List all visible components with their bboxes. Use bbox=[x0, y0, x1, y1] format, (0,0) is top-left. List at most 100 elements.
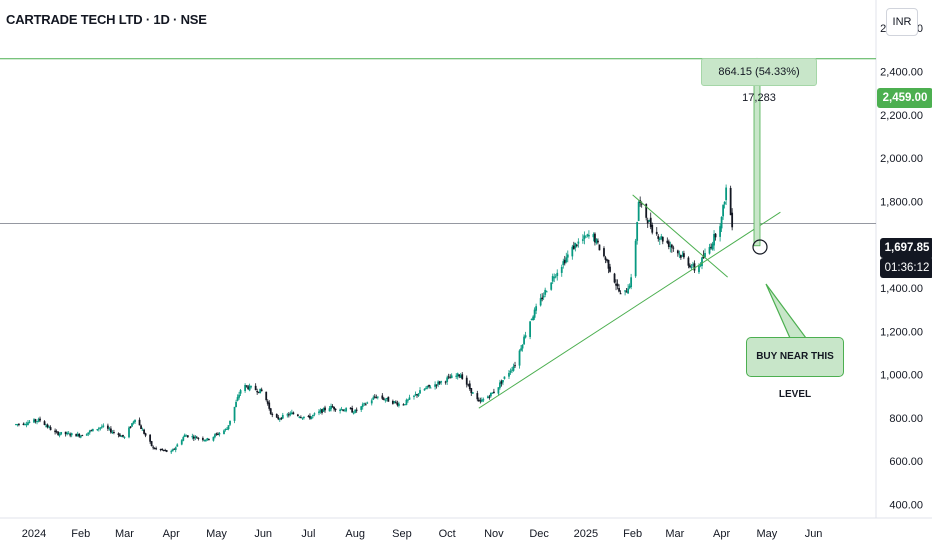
x-tick-label: Dec bbox=[529, 528, 549, 540]
candle-body bbox=[138, 419, 141, 426]
candle-body bbox=[152, 446, 155, 448]
candle-body bbox=[544, 289, 547, 295]
candle-body bbox=[266, 401, 269, 404]
candle-body bbox=[467, 384, 470, 386]
candle-body bbox=[197, 437, 200, 439]
candle-body bbox=[667, 241, 670, 247]
x-tick-label: Sep bbox=[392, 528, 412, 540]
candle-body bbox=[324, 407, 326, 411]
y-tick-label: 2,400.00 bbox=[880, 67, 923, 79]
candle-body bbox=[725, 187, 728, 201]
candle-body bbox=[218, 433, 221, 435]
candle-body bbox=[269, 408, 272, 414]
candle-body bbox=[575, 244, 578, 246]
candle-body bbox=[449, 377, 452, 379]
candle-body bbox=[122, 434, 124, 437]
candle-body bbox=[99, 427, 102, 429]
current-price-tag: 1,697.85 bbox=[880, 238, 932, 258]
candle-body bbox=[387, 396, 390, 402]
candle-body bbox=[16, 424, 19, 426]
candle-body bbox=[78, 433, 81, 437]
candle-body bbox=[236, 397, 239, 401]
candle-body bbox=[438, 381, 441, 384]
candle-body bbox=[43, 421, 46, 425]
candle-body bbox=[117, 433, 120, 435]
x-tick-label: Mar bbox=[115, 528, 134, 540]
candle-body bbox=[539, 298, 542, 306]
candle-body bbox=[511, 369, 513, 371]
candle-body bbox=[194, 436, 197, 438]
candle-body bbox=[554, 276, 557, 278]
candle-body bbox=[658, 238, 661, 240]
candle-body bbox=[239, 390, 242, 394]
candle-body bbox=[143, 429, 145, 434]
candle-body bbox=[185, 435, 188, 437]
measure-label[interactable]: 864.15 (54.33%) 17,283 bbox=[701, 58, 817, 104]
candle-body bbox=[195, 437, 198, 439]
candle-body bbox=[345, 408, 348, 412]
candle-body bbox=[584, 236, 587, 238]
candle-body bbox=[699, 264, 702, 266]
candle-body bbox=[417, 393, 420, 397]
trendline bbox=[632, 194, 728, 278]
candle-body bbox=[404, 404, 406, 406]
candle-body bbox=[562, 261, 565, 265]
candle-body bbox=[144, 433, 147, 436]
candle-body bbox=[33, 419, 35, 423]
candle-body bbox=[682, 253, 685, 258]
candle-body bbox=[76, 433, 79, 437]
candle-body bbox=[286, 414, 289, 416]
candle-body bbox=[364, 404, 367, 406]
y-tick-label: 1,400.00 bbox=[880, 283, 923, 295]
candle-body bbox=[708, 247, 711, 254]
buy-callout[interactable]: BUY NEAR THIS LEVEL bbox=[746, 337, 844, 400]
candle-body bbox=[281, 414, 284, 419]
candle-body bbox=[604, 257, 607, 260]
candle-body bbox=[203, 439, 206, 441]
candle-body bbox=[556, 272, 559, 276]
candle-body bbox=[287, 414, 290, 416]
candle-body bbox=[28, 421, 31, 423]
candle-body bbox=[376, 396, 379, 398]
candle-body bbox=[530, 318, 533, 320]
candle-body bbox=[330, 405, 332, 410]
candle-body bbox=[477, 399, 480, 402]
candle-body bbox=[713, 233, 715, 246]
candle-body bbox=[192, 436, 195, 439]
x-tick-label: 2024 bbox=[22, 528, 46, 540]
candle-body bbox=[180, 440, 183, 445]
y-tick-label: 1,200.00 bbox=[880, 326, 923, 338]
candle-body bbox=[289, 413, 292, 415]
candle-body bbox=[493, 391, 495, 394]
x-tick-label: Nov bbox=[484, 528, 504, 540]
candle-body bbox=[679, 255, 682, 258]
candle-body bbox=[170, 451, 173, 453]
candle-body bbox=[97, 428, 100, 430]
candle-body bbox=[111, 431, 114, 433]
symbol-title: CARTRADE TECH LTD · 1D · NSE bbox=[6, 12, 207, 27]
candle-body bbox=[235, 401, 237, 408]
candle-body bbox=[342, 409, 345, 411]
candle-body bbox=[309, 415, 311, 419]
candle-body bbox=[518, 350, 521, 366]
candle-body bbox=[360, 406, 363, 410]
candle-body bbox=[503, 376, 506, 379]
x-tick-label: Jul bbox=[301, 528, 315, 540]
currency-button[interactable]: INR bbox=[886, 8, 918, 36]
candle-body bbox=[698, 265, 700, 273]
candle-body bbox=[254, 385, 257, 391]
candle-body bbox=[588, 234, 590, 237]
candle-body bbox=[328, 408, 331, 412]
candle-body bbox=[15, 424, 17, 426]
candle-body bbox=[428, 384, 430, 387]
candle-body bbox=[100, 426, 103, 428]
candle-body bbox=[75, 433, 78, 437]
candle-body bbox=[670, 244, 673, 248]
candle-body bbox=[628, 285, 631, 288]
candle-body bbox=[385, 397, 388, 400]
candle-body bbox=[102, 425, 105, 427]
candle-body bbox=[465, 377, 468, 385]
candle-body bbox=[307, 415, 310, 417]
candle-body bbox=[461, 374, 464, 380]
candle-body bbox=[18, 423, 20, 425]
